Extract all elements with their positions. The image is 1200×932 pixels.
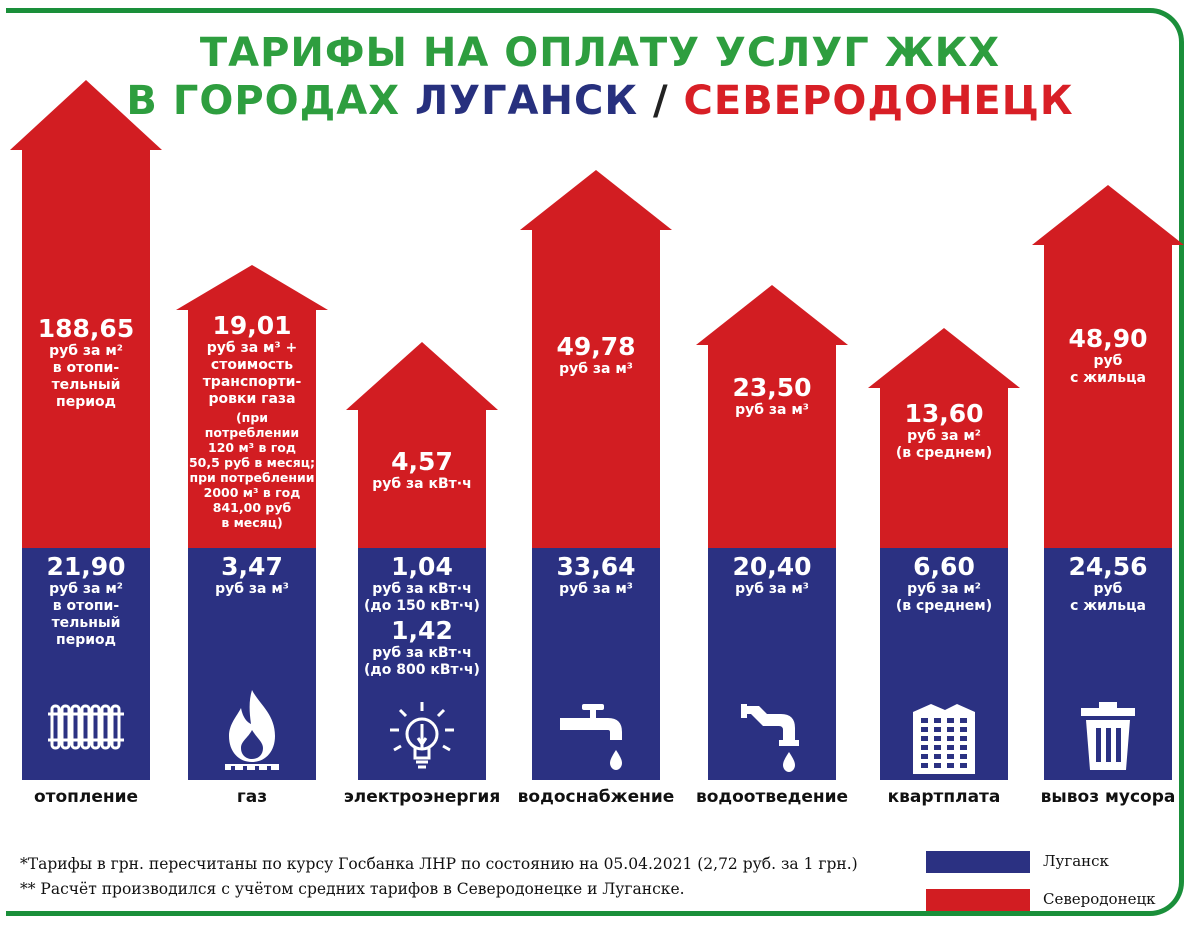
data-label-lugansk: 1,04 руб за кВт·ч (до 150 кВт·ч) 1,42 руб з… [358,553,486,679]
unit-severodonetsk: руб за кВт·ч [372,476,472,492]
unit-lugansk: руб за кВт·ч (до 150 кВт·ч) [364,581,480,614]
value-severodonetsk: 19,01 [212,311,292,340]
value-lugansk: 24,56 [1068,552,1148,581]
footnote-1: *Тарифы в грн. пересчитаны по курсу Госб… [20,855,858,873]
unit-lugansk: руб за м³ [559,581,633,597]
value-severodonetsk: 188,65 [37,314,135,343]
legend-label-severodonetsk: Северодонецк [1043,890,1156,908]
category-label: квартплата [887,787,1001,807]
unit-lugansk-2: руб за кВт·ч (до 800 кВт·ч) [364,645,480,678]
data-label-lugansk: 24,56 руб с жильца [1044,553,1172,615]
bar-column: 23,50 руб за м³ 20,40 руб за м³ водоотведени… [696,0,848,932]
value-severodonetsk: 23,50 [732,373,812,402]
unit-severodonetsk: руб за м³ [735,402,809,418]
value-lugansk: 6,60 [913,552,975,581]
bar-severodonetsk [708,345,836,548]
bar-severodonetsk [358,410,486,548]
category-label: водоснабжение [517,787,675,807]
value-severodonetsk: 48,90 [1068,324,1148,353]
category-label: электроэнергия [343,787,501,807]
bar-lugansk [532,548,660,780]
trash-bin-icon [1044,700,1172,776]
chart-title-line2: В ГОРОДАХ ЛУГАНСК / СЕВЕРОДОНЕЦК [0,76,1200,126]
bar-severodonetsk [22,150,150,548]
value-severodonetsk: 13,60 [904,399,984,428]
bar-column: 188,65 руб за м² в отопи- тельный период 2… [10,0,162,932]
value-lugansk: 20,40 [732,552,812,581]
title-city-severodonetsk: СЕВЕРОДОНЕЦК [683,78,1074,124]
light-bulb-icon [358,698,486,778]
data-label-severodonetsk: 49,78 руб за м³ [532,333,660,378]
category-label: вывоз мусора [1040,787,1176,807]
title-separator: / [638,78,684,124]
unit-severodonetsk: руб за м³ [559,361,633,377]
water-tap-icon [532,700,660,776]
data-label-severodonetsk: 48,90 руб с жильца [1044,325,1172,387]
green-frame [6,8,1184,916]
legend-label-lugansk: Луганск [1043,852,1109,870]
bar-arrow-head-severodonetsk [1032,185,1184,245]
data-label-lugansk: 3,47 руб за м³ [188,553,316,598]
unit-lugansk: руб за м³ [735,581,809,597]
radiator-icon [22,700,150,760]
bar-severodonetsk [532,230,660,548]
bar-column: 48,90 руб с жильца 24,56 руб с жильца вывоз … [1032,0,1184,932]
data-label-lugansk: 20,40 руб за м³ [708,553,836,598]
unit-lugansk: руб за м³ [215,581,289,597]
bar-column: 19,01 руб за м³ + стоимость транспорти- р… [176,0,328,932]
value-lugansk: 33,64 [556,552,636,581]
legend-swatch-severodonetsk [926,889,1030,911]
unit-severodonetsk: руб за м³ + стоимость транспорти- ровки … [202,340,302,407]
value-severodonetsk: 49,78 [556,332,636,361]
unit-lugansk: руб с жильца [1070,581,1146,614]
bar-arrow-head-severodonetsk [346,342,498,410]
unit-severodonetsk: руб с жильца [1070,353,1146,386]
bar-lugansk [708,548,836,780]
data-label-severodonetsk: 13,60 руб за м² (в среднем) [880,400,1008,462]
value-lugansk: 21,90 [46,552,126,581]
title-city-lugansk: ЛУГАНСК [415,78,639,124]
data-label-severodonetsk: 188,65 руб за м² в отопи- тельный период [22,315,150,411]
unit-lugansk: руб за м² в отопи- тельный период [49,581,123,648]
footnote-2: ** Расчёт производился с учётом средних … [20,880,685,898]
unit-severodonetsk: руб за м² (в среднем) [895,428,993,461]
legend-swatch-lugansk [926,851,1030,873]
data-label-lugansk: 33,64 руб за м³ [532,553,660,598]
category-label: водоотведение [695,787,849,807]
chart-title-line1: ТАРИФЫ НА ОПЛАТУ УСЛУГ ЖКХ [199,30,1001,76]
drain-pipe-icon [708,700,836,778]
bar-column: 4,57 руб за кВт·ч 1,04 руб за кВт·ч (до 150… [344,0,500,932]
note-severodonetsk: (при потреблении 120 м³ в год 50,5 руб в… [188,410,316,530]
value-lugansk: 1,04 [391,552,453,581]
bar-severodonetsk [880,388,1008,548]
bar-column: 13,60 руб за м² (в среднем) 6,60 руб за м² … [868,0,1020,932]
data-label-severodonetsk: 19,01 руб за м³ + стоимость транспорти- р… [188,311,316,531]
data-label-severodonetsk: 4,57 руб за кВт·ч [358,448,486,493]
value-lugansk: 3,47 [221,552,283,581]
gas-flame-icon [188,686,316,776]
bar-arrow-head-severodonetsk [696,285,848,345]
data-label-lugansk: 21,90 руб за м² в отопи- тельный период [22,553,150,649]
bar-severodonetsk [188,310,316,548]
data-label-severodonetsk: 23,50 руб за м³ [708,374,836,419]
apartment-building-icon [880,700,1008,780]
bar-arrow-head-severodonetsk [10,80,162,150]
unit-lugansk: руб за м² (в среднем) [895,581,993,614]
data-label-lugansk: 6,60 руб за м² (в среднем) [880,553,1008,615]
category-label: газ [236,787,268,807]
title-prefix: В ГОРОДАХ [126,78,415,124]
bar-arrow-head-severodonetsk [520,170,672,230]
value-lugansk-2: 1,42 [391,616,453,645]
unit-severodonetsk: руб за м² в отопи- тельный период [49,343,123,410]
value-severodonetsk: 4,57 [391,447,453,476]
bar-arrow-head-severodonetsk [868,328,1020,388]
category-label: отопление [33,787,139,807]
bar-severodonetsk [1044,245,1172,548]
bar-arrow-head-severodonetsk [176,265,328,310]
bar-column: 49,78 руб за м³ 33,64 руб за м³ водоснабжени… [518,0,674,932]
